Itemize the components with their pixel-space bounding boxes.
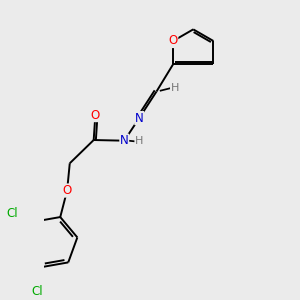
Text: O: O — [169, 34, 178, 47]
Text: H: H — [135, 136, 143, 146]
Text: O: O — [62, 184, 72, 197]
Text: Cl: Cl — [31, 285, 43, 298]
Text: H: H — [171, 83, 179, 93]
Text: O: O — [91, 109, 100, 122]
Text: N: N — [120, 134, 129, 147]
Text: Cl: Cl — [7, 207, 18, 220]
Text: N: N — [135, 112, 144, 124]
